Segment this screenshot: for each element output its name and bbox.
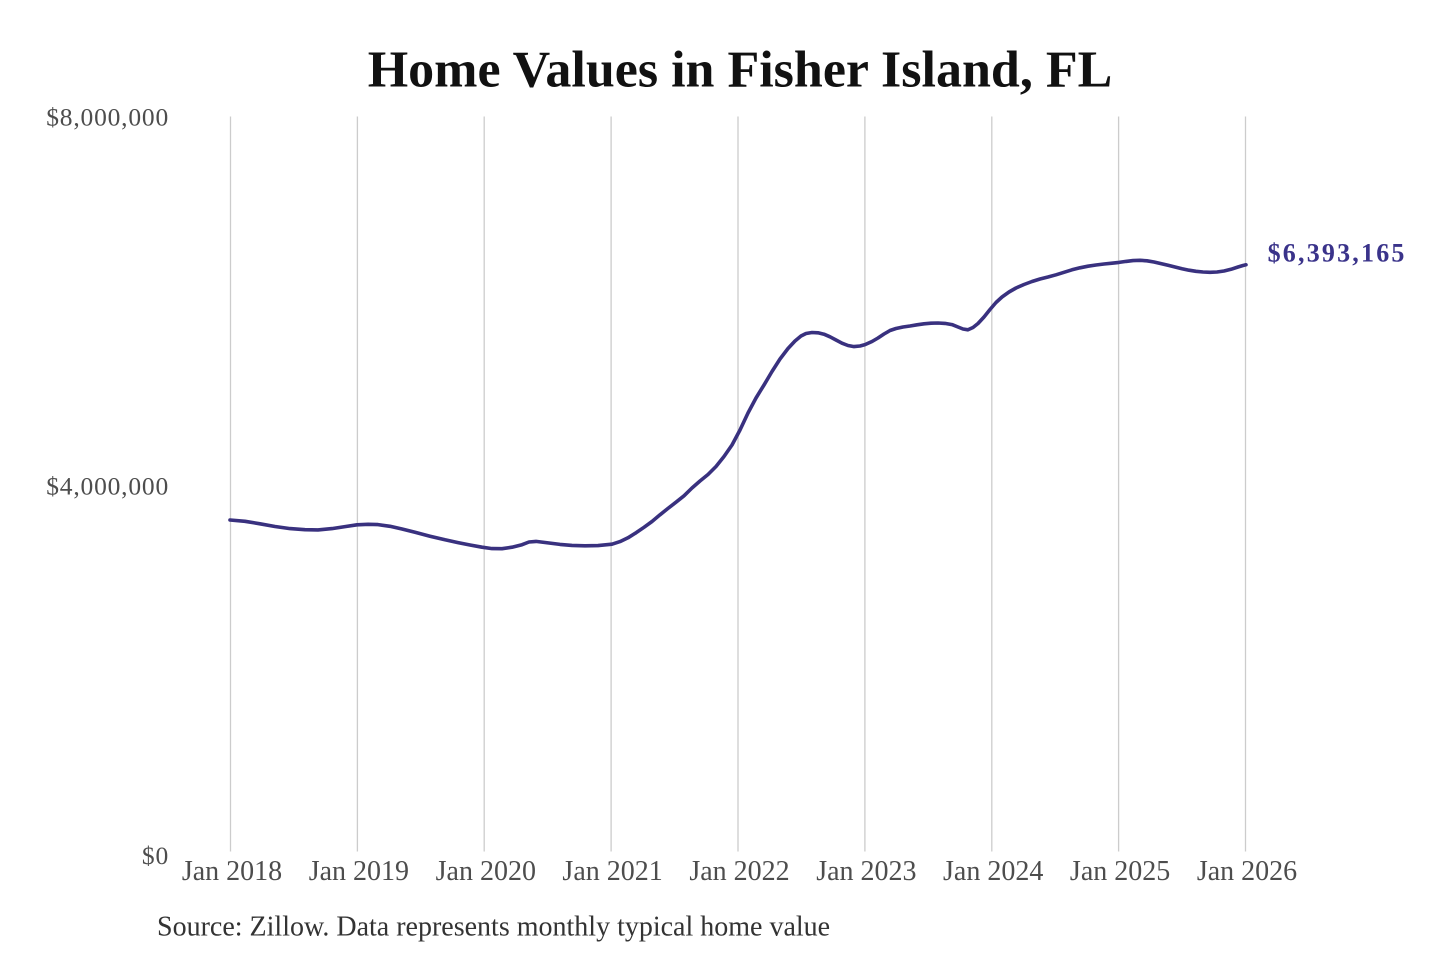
svg-text:Jan 2021: Jan 2021 [562, 856, 662, 887]
svg-text:Jan 2020: Jan 2020 [436, 856, 536, 887]
svg-text:$6,393,165: $6,393,165 [1268, 239, 1407, 268]
svg-text:Jan 2023: Jan 2023 [816, 856, 916, 887]
svg-text:$8,000,000: $8,000,000 [46, 103, 169, 132]
svg-text:Jan 2026: Jan 2026 [1197, 856, 1297, 887]
svg-text:Jan 2019: Jan 2019 [309, 856, 409, 887]
svg-text:Jan 2022: Jan 2022 [689, 856, 789, 887]
svg-text:$4,000,000: $4,000,000 [46, 472, 169, 501]
svg-text:Source: Zillow. Data represent: Source: Zillow. Data represents monthly … [157, 912, 830, 943]
svg-text:Jan 2018: Jan 2018 [182, 856, 282, 887]
svg-text:Home Values in Fisher Island,: Home Values in Fisher Island, FL [368, 42, 1113, 99]
svg-text:Jan 2024: Jan 2024 [943, 856, 1043, 887]
svg-text:$0: $0 [142, 841, 169, 870]
svg-text:Jan 2025: Jan 2025 [1070, 856, 1170, 887]
